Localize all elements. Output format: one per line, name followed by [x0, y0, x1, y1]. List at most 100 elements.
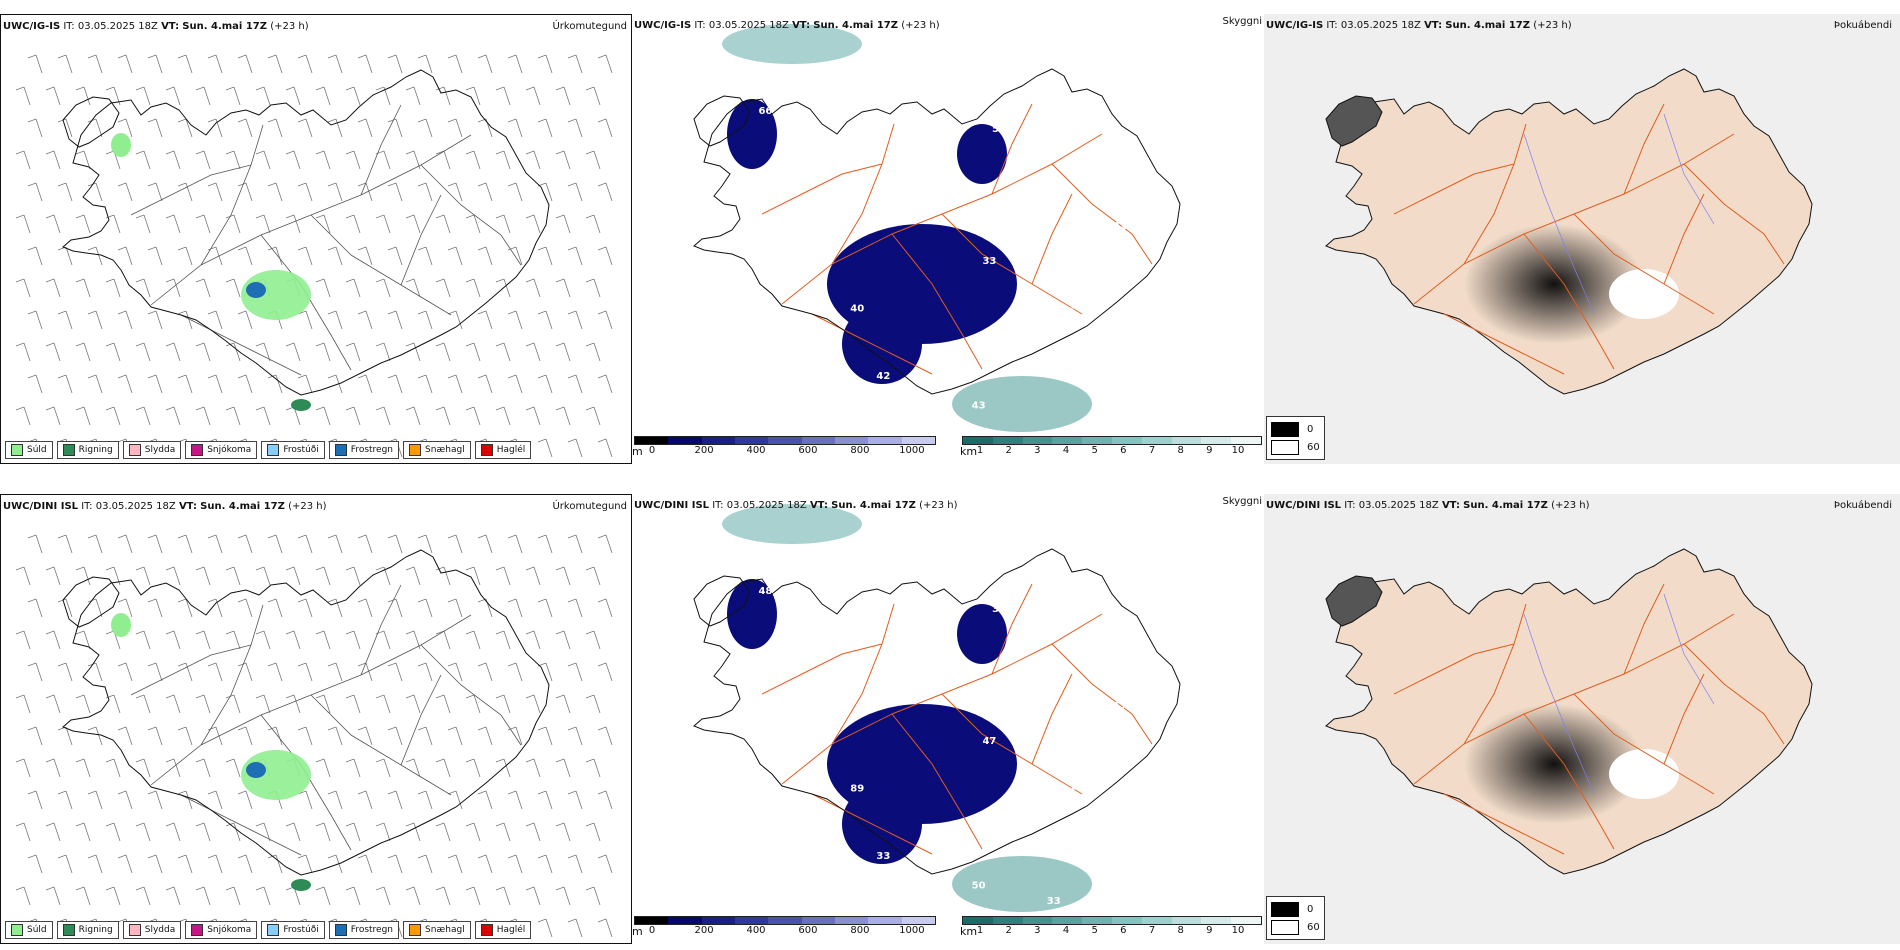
legend-item: Súld: [5, 441, 53, 459]
colorbar-cell: [734, 917, 769, 924]
visibility-colorbar-top: km 1 2 3 4 5 6 7 8 9 10: [960, 436, 1262, 458]
fog-legend-item: 0: [1271, 900, 1320, 918]
colorbar-cell: [701, 437, 735, 444]
cloud-height-label: 289: [702, 852, 723, 863]
cloud-height-label: 43: [1032, 676, 1046, 687]
legend-item: Slydda: [122, 921, 182, 939]
cloud-height-label: 62: [745, 657, 759, 668]
road-network: [130, 104, 522, 376]
cloud-height-label: 71: [754, 309, 768, 320]
fog-legend-item: 60: [1271, 918, 1320, 936]
cloud-height-label: 33: [876, 851, 890, 862]
precip-legend-bottom: Súld Rigning Slydda Snjókoma Frostúði Frostre…: [5, 921, 532, 939]
precip-panel-bottom: UWC/DINI ISL IT: 03.05.2025 18Z VT: Sun.…: [0, 494, 632, 944]
legend-swatch: [191, 924, 204, 936]
cloud-height-label: 48: [758, 586, 772, 597]
colorbar-cell: [1052, 437, 1083, 444]
legend-swatch: [267, 924, 280, 936]
fog-map-bottom: [1264, 494, 1900, 944]
legend-swatch: [128, 444, 141, 456]
cloud-height-label: 52: [986, 330, 1000, 341]
cloud-height-label: 30: [1085, 850, 1099, 861]
legend-swatch: [334, 924, 347, 936]
fog-legend-bottom: 0 60: [1266, 896, 1325, 940]
colorbar-strip: [962, 436, 1262, 445]
cloud-height-label: 33: [688, 744, 702, 755]
colorbar-cell: [668, 437, 702, 444]
cloud-height-label: 55: [992, 124, 1006, 135]
cloud-height-label: 55: [842, 624, 856, 635]
legend-item: Rigning: [56, 441, 119, 459]
precip-header-top: UWC/IG-IS IT: 03.05.2025 18Z VT: Sun. 4.…: [3, 21, 309, 32]
colorbar-cell: [801, 917, 835, 924]
cloud-height-label: 62: [706, 372, 720, 383]
fog-dense-area: [1464, 704, 1644, 824]
colorbar-tick: 8: [1177, 445, 1184, 456]
legend-item: Snjókoma: [185, 441, 258, 459]
colorbar-tick: 3: [1034, 925, 1041, 936]
fog-title-bottom: Þokuábendi: [1833, 500, 1892, 511]
precip-title-top: Úrkomutegund: [552, 21, 627, 32]
legend-item: Rigning: [56, 921, 119, 939]
colorbar-tick: 0: [648, 445, 656, 456]
cloud-height-label: 38: [789, 718, 803, 729]
cloud-height-label: 66: [758, 106, 772, 117]
height-colorbar-top: m 0 200 400 600 800 1000: [632, 436, 936, 458]
cloud-height-label: 89: [904, 416, 918, 427]
legend-swatch: [480, 924, 493, 936]
colorbar-cell: [1111, 917, 1142, 924]
colorbar-cell: [834, 917, 869, 924]
cloud-height-label: 35: [1032, 196, 1046, 207]
colorbar-tick: 7: [1148, 925, 1156, 936]
colorbar-cell: [963, 437, 993, 444]
colorbar-cell: [992, 437, 1023, 444]
cloud-height-label: 33: [982, 256, 996, 267]
colorbar-unit: km: [960, 445, 978, 458]
legend-item: Frostúði: [261, 441, 325, 459]
legend-label: Frostregn: [350, 445, 394, 455]
cloud-height-label: 55: [1071, 782, 1085, 793]
fog-panel-top: UWC/IG-IS IT: 03.05.2025 18Z VT: Sun. 4.…: [1264, 14, 1900, 464]
fog-area: [722, 24, 862, 64]
colorbar-strip: [634, 436, 936, 445]
fog-map-top: [1264, 14, 1900, 464]
colorbar-cell: [701, 917, 735, 924]
cloud-title-top: Skyggni: [1222, 16, 1262, 27]
colorbar-tick: 5: [1091, 925, 1098, 936]
colorbar-cell: [901, 437, 935, 444]
precip-title-bottom: Úrkomutegund: [552, 501, 627, 512]
precip-map-bottom: [15, 534, 613, 938]
colorbar-tick: 600: [798, 925, 818, 936]
fog-legend-label: 60: [1307, 441, 1320, 453]
colorbar-cell: [668, 917, 702, 924]
cloud-height-label: 107: [884, 85, 905, 96]
colorbar-cell: [868, 437, 902, 444]
cloud-panel-bottom: UWC/DINI ISL IT: 03.05.2025 18Z VT: Sun.…: [632, 494, 1264, 944]
cloud-height-label: 89: [850, 783, 864, 794]
road-network: [130, 584, 522, 856]
legend-label: Snjókoma: [207, 925, 252, 935]
colorbar-tick: 600: [798, 445, 818, 456]
coastline: [693, 548, 1181, 875]
legend-label: Haglél: [496, 445, 526, 455]
colorbar-tick: 1: [976, 925, 984, 936]
colorbar-cell: [1171, 917, 1202, 924]
colorbar-cell: [1022, 437, 1053, 444]
coastline: [62, 549, 550, 876]
cloud-height-label: 42: [986, 810, 1000, 821]
colorbar-cell: [1231, 437, 1261, 444]
cloud-height-label: 47: [982, 736, 996, 747]
legend-item: Slydda: [122, 441, 182, 459]
legend-label: Rigning: [78, 445, 113, 455]
precip-areas: [111, 613, 311, 891]
cloud-panel-top: UWC/IG-IS IT: 03.05.2025 18Z VT: Sun. 4.…: [632, 14, 1264, 464]
colorbar-tick: 6: [1120, 925, 1127, 936]
fog-legend-swatch: [1271, 421, 1299, 437]
colorbar-strip: [962, 916, 1262, 925]
cloud-height-label: 37: [904, 896, 918, 907]
road-network: [761, 583, 1153, 855]
fog-area: [952, 856, 1092, 912]
fog-clear-area: [1609, 749, 1679, 799]
westfjords-coast: [62, 96, 120, 148]
cloud-height-label: 45: [924, 173, 938, 184]
